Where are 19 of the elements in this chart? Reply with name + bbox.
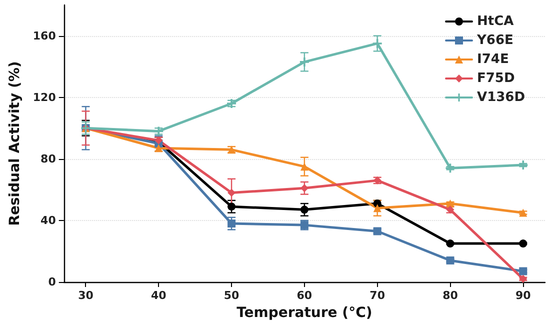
legend-label: Y66E (476, 33, 514, 48)
x-tick-label: 70 (370, 289, 386, 302)
x-axis-title: Temperature (°C) (236, 305, 372, 321)
legend-label: I74E (477, 52, 509, 67)
y-tick-label: 40 (40, 214, 56, 227)
y-tick-label: 80 (40, 152, 56, 166)
x-tick-label: 50 (224, 289, 240, 302)
x-tick-label: 80 (442, 289, 458, 302)
y-tick-label: 120 (32, 90, 56, 104)
x-tick-label: 40 (150, 289, 167, 302)
x-tick-label: 30 (78, 289, 94, 302)
y-axis-title: Residual Activity (%) (7, 61, 23, 226)
y-tick-label: 160 (32, 29, 56, 42)
y-tick-label: 0 (48, 276, 56, 288)
x-tick-label: 90 (515, 289, 532, 302)
legend-label: HtCA (477, 14, 514, 29)
legend-label: F75D (477, 71, 515, 86)
x-tick-label: 60 (296, 289, 312, 302)
legend-label: V136D (477, 90, 526, 105)
